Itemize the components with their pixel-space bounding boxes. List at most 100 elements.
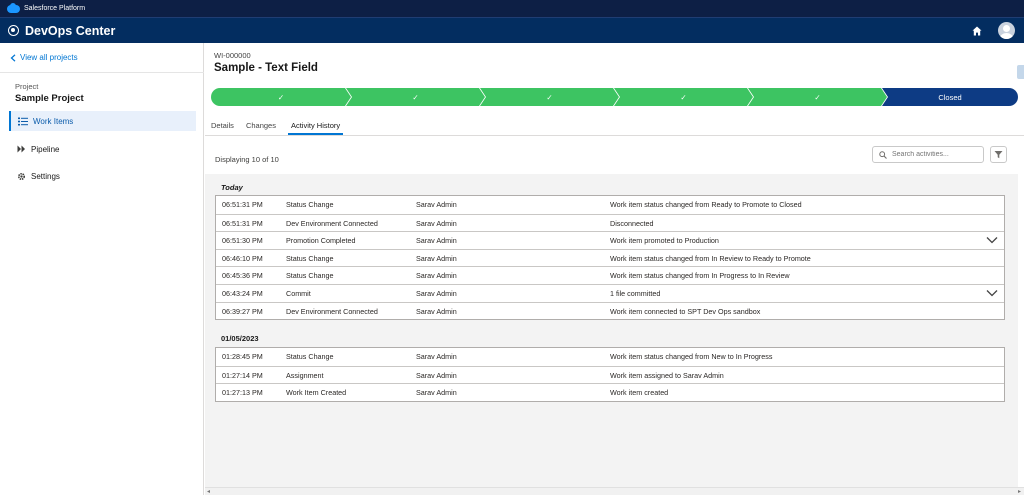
activity-time: 01:27:14 PM [222,370,263,380]
activity-event: Status Change [286,253,334,263]
activity-event: Status Change [286,271,334,281]
activity-description: Work item status changed from In Review … [610,253,811,263]
tabs-divider [205,135,1024,136]
activity-event: Commit [286,288,311,298]
activity-time: 06:51:31 PM [222,200,263,209]
work-item-id: WI-000000 [214,51,251,60]
app-header: DevOps Center [0,17,1024,43]
tab-details[interactable]: Details [211,121,234,130]
search-input[interactable] [892,151,980,158]
activity-user: Sarav Admin [416,200,457,209]
activity-user: Sarav Admin [416,352,457,361]
activity-time: 06:43:24 PM [222,288,263,298]
table-row: 01:28:45 PM Status Change Sarav Admin Wo… [216,348,1004,366]
activity-description: Work item assigned to Sarav Admin [610,370,724,380]
activity-user: Sarav Admin [416,236,457,246]
check-icon: ✓ [412,92,419,102]
activity-list: Today 06:51:31 PM Status Change Sarav Ad… [205,174,1018,487]
table-row: 01:27:14 PM Assignment Sarav Admin Work … [216,365,1004,384]
tab-activity-history[interactable]: Activity History [287,119,344,135]
search-box[interactable] [872,146,984,163]
check-icon: ✓ [277,92,285,102]
group-label-date: 01/05/2023 [221,334,259,343]
activity-user: Sarav Admin [416,306,457,316]
scroll-right-icon[interactable]: ▸ [1017,489,1021,495]
page-title: Sample - Text Field [214,62,318,74]
work-items-icon [18,116,28,126]
path-stage-5[interactable]: ✓ [748,88,887,106]
salesforce-cloud-icon [7,2,20,13]
activity-toolbar: Displaying 10 of 10 [205,136,1018,174]
table-row: 06:46:10 PM Status Change Sarav Admin Wo… [216,248,1004,267]
utility-panel-tab[interactable] [1017,65,1024,79]
avatar[interactable] [998,22,1015,39]
activity-event: Assignment [286,370,324,380]
activity-table-today: 06:51:31 PM Status Change Sarav Admin Wo… [215,195,1005,321]
activity-description: 1 file committed [610,288,661,298]
record-tabs: Details Changes Activity History [211,119,344,135]
table-row[interactable]: 06:51:30 PM Promotion Completed Sarav Ad… [216,231,1004,249]
tab-changes[interactable]: Changes [245,121,276,130]
sidebar-divider [0,72,204,73]
filter-button[interactable] [990,146,1007,163]
activity-description: Disconnected [610,218,654,228]
activity-time: 01:28:45 PM [222,352,263,361]
check-icon: ✓ [680,92,687,102]
activity-time: 01:27:13 PM [222,388,263,398]
activity-user: Sarav Admin [416,370,457,380]
gear-icon [16,171,26,181]
chevron-down-icon[interactable] [986,235,998,245]
search-icon [879,150,887,159]
main-content: WI-000000 Sample - Text Field ✓ ✓ ✓ ✓ ✓ … [205,43,1024,495]
sidebar-item-work-items[interactable]: Work Items [9,111,196,131]
chevron-left-icon [10,53,16,62]
pipeline-icon [16,144,26,154]
path-stage-3[interactable]: ✓ [480,88,619,106]
path-stage-1[interactable]: ✓ [211,88,351,106]
app-name: DevOps Center [25,23,116,38]
activity-user: Sarav Admin [416,271,457,281]
activity-event: Promotion Completed [286,236,356,246]
horizontal-scrollbar[interactable]: ◂ ▸ [205,487,1024,495]
record-count: Displaying 10 of 10 [215,155,279,164]
platform-bar: Salesforce Platform [0,0,1024,17]
activity-description: Work item status changed from In Progres… [610,271,790,281]
activity-user: Sarav Admin [416,253,457,263]
home-icon[interactable] [972,26,982,36]
sidebar-item-settings[interactable]: Settings [9,166,196,186]
activity-event: Status Change [286,352,334,361]
platform-name: Salesforce Platform [24,5,86,12]
project-label: Project [15,82,39,91]
scroll-left-icon[interactable]: ◂ [207,489,211,495]
path-stage-closed[interactable]: Closed [882,88,1018,106]
activity-time: 06:45:36 PM [222,271,263,281]
activity-event: Dev Environment Connected [286,218,378,228]
app-launcher-icon[interactable] [8,25,19,36]
table-row: 06:45:36 PM Status Change Sarav Admin Wo… [216,266,1004,284]
path-stage-2[interactable]: ✓ [346,88,485,106]
sidebar-item-label: Pipeline [31,144,60,154]
sidebar-item-pipeline[interactable]: Pipeline [9,139,196,159]
activity-time: 06:51:30 PM [222,236,263,246]
activity-user: Sarav Admin [416,288,457,298]
activity-event: Dev Environment Connected [286,306,378,316]
check-icon: ✓ [546,92,553,102]
activity-description: Work item connected to SPT Dev Ops sandb… [610,306,761,316]
status-path: ✓ ✓ ✓ ✓ ✓ Closed [211,88,1018,106]
table-row: 06:39:27 PM Dev Environment Connected Sa… [216,301,1004,320]
activity-time: 06:51:31 PM [222,218,263,228]
view-all-projects-link[interactable]: View all projects [10,53,78,62]
activity-user: Sarav Admin [416,218,457,228]
group-label-today: Today [221,183,243,192]
table-row[interactable]: 06:43:24 PM Commit Sarav Admin 1 file co… [216,283,1004,302]
activity-description: Work item promoted to Production [610,236,719,246]
activity-description: Work item status changed from New to In … [610,352,773,361]
filter-icon [994,151,1003,159]
activity-time: 06:46:10 PM [222,253,263,263]
sidebar: View all projects Project Sample Project… [0,43,204,495]
activity-description: Work item created [610,388,669,398]
activity-event: Work Item Created [286,388,347,398]
back-link-label: View all projects [20,53,78,62]
path-stage-4[interactable]: ✓ [614,88,753,106]
chevron-down-icon[interactable] [986,288,998,298]
